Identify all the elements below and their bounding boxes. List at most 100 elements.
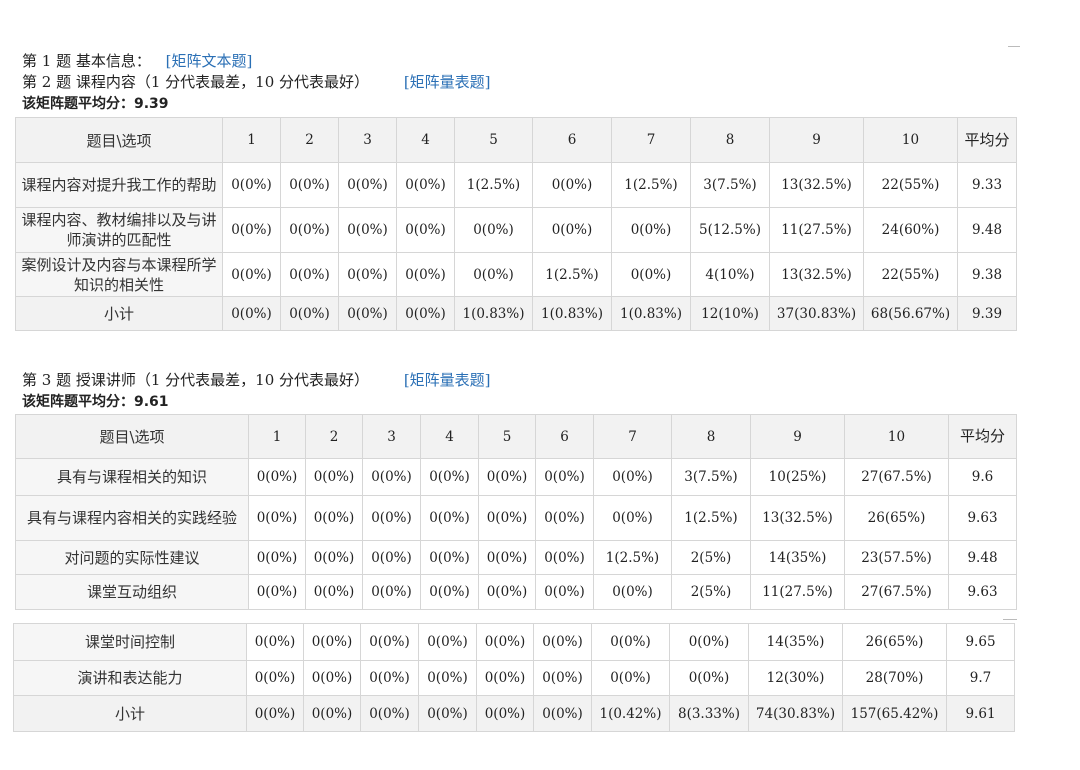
count-percent-cell: 0(0%) [593, 458, 672, 496]
count-percent-cell: 13(32.5%) [750, 495, 845, 541]
count-percent-cell: 22(55%) [863, 162, 958, 208]
count-percent-cell: 0(0%) [476, 660, 534, 696]
count-percent-cell: 0(0%) [222, 207, 281, 253]
count-percent-cell: 0(0%) [454, 207, 533, 253]
count-percent-cell: 11(27.5%) [769, 207, 864, 253]
question-2-title: 第 2 题 课程内容（1 分代表最差，10 分代表最好） [矩阵量表题] [22, 73, 491, 91]
row-label-cell: 案例设计及内容与本课程所学知识的相关性 [15, 252, 223, 297]
count-percent-cell: 22(55%) [863, 252, 958, 297]
count-percent-cell: 1(0.83%) [454, 296, 533, 331]
question-3-matrix-table: 题目\选项 1 2 3 4 5 6 7 8 9 10 平均分 具有与课程相关的知识 0(0%) 0(0%) 0… [15, 414, 1017, 610]
table-row: 课堂互动组织 0(0%) 0(0%) 0(0%) 0(0%) 0(0%) 0(0%) 0(0%… [15, 574, 1017, 610]
question-2-text: 第 2 题 课程内容（1 分代表最差，10 分代表最好） [22, 73, 370, 91]
header-option-cell: 9 [769, 117, 864, 163]
count-percent-cell: 0(0%) [248, 495, 306, 541]
count-percent-cell: 0(0%) [222, 296, 281, 331]
count-percent-cell: 0(0%) [478, 574, 536, 610]
header-option-cell: 4 [396, 117, 455, 163]
count-percent-cell: 0(0%) [454, 252, 533, 297]
header-option-cell: 2 [280, 117, 339, 163]
count-percent-cell: 0(0%) [533, 695, 592, 732]
question-1-type-link[interactable]: [矩阵文本题] [165, 52, 253, 70]
count-percent-cell: 0(0%) [396, 162, 455, 208]
row-label-cell: 对问题的实际性建议 [15, 540, 249, 575]
header-option-cell: 6 [532, 117, 612, 163]
count-percent-cell: 0(0%) [246, 623, 304, 661]
count-percent-cell: 0(0%) [669, 660, 749, 696]
count-percent-cell: 0(0%) [360, 623, 419, 661]
row-label-cell: 课堂时间控制 [13, 623, 247, 661]
count-percent-cell: 0(0%) [303, 695, 361, 732]
header-option-cell: 8 [671, 414, 751, 459]
header-option-cell: 2 [305, 414, 363, 459]
count-percent-cell: 0(0%) [338, 162, 397, 208]
question-2-average: 该矩阵题平均分：9.39 [22, 96, 169, 112]
row-average-cell: 9.33 [957, 162, 1017, 208]
count-percent-cell: 0(0%) [591, 660, 670, 696]
count-percent-cell: 0(0%) [303, 623, 361, 661]
count-percent-cell: 1(2.5%) [532, 252, 612, 297]
count-percent-cell: 27(67.5%) [844, 574, 949, 610]
count-percent-cell: 8(3.33%) [669, 695, 749, 732]
count-percent-cell: 1(0.83%) [611, 296, 691, 331]
count-percent-cell: 0(0%) [305, 540, 363, 575]
count-percent-cell: 0(0%) [280, 162, 339, 208]
count-percent-cell: 0(0%) [246, 695, 304, 732]
header-option-cell: 3 [338, 117, 397, 163]
count-percent-cell: 0(0%) [222, 252, 281, 297]
count-percent-cell: 10(25%) [750, 458, 845, 496]
page-corner-mark [1008, 46, 1020, 47]
count-percent-cell: 1(0.83%) [532, 296, 612, 331]
count-percent-cell: 3(7.5%) [690, 162, 770, 208]
header-option-cell: 7 [611, 117, 691, 163]
count-percent-cell: 0(0%) [420, 574, 479, 610]
header-option-cell: 5 [478, 414, 536, 459]
count-percent-cell: 0(0%) [280, 207, 339, 253]
row-label-cell: 课堂互动组织 [15, 574, 249, 610]
row-average-cell: 9.38 [957, 252, 1017, 297]
count-percent-cell: 12(30%) [748, 660, 843, 696]
question-3-matrix-table-continued: 课堂时间控制 0(0%) 0(0%) 0(0%) 0(0%) 0(0%) 0(0%) 0(0%… [13, 623, 1015, 732]
table-header-row: 题目\选项 1 2 3 4 5 6 7 8 9 10 平均分 [15, 117, 1017, 163]
header-option-cell: 1 [248, 414, 306, 459]
count-percent-cell: 0(0%) [362, 495, 421, 541]
header-option-cell: 6 [535, 414, 594, 459]
count-percent-cell: 37(30.83%) [769, 296, 864, 331]
count-percent-cell: 0(0%) [420, 495, 479, 541]
count-percent-cell: 0(0%) [305, 574, 363, 610]
count-percent-cell: 0(0%) [248, 540, 306, 575]
question-3-average: 该矩阵题平均分：9.61 [22, 394, 169, 410]
count-percent-cell: 2(5%) [671, 540, 751, 575]
question-2-type-link[interactable]: [矩阵量表题] [403, 73, 491, 91]
count-percent-cell: 0(0%) [533, 623, 592, 661]
count-percent-cell: 157(65.42%) [842, 695, 947, 732]
header-option-cell: 9 [750, 414, 845, 459]
count-percent-cell: 0(0%) [611, 252, 691, 297]
count-percent-cell: 0(0%) [246, 660, 304, 696]
count-percent-cell: 3(7.5%) [671, 458, 751, 496]
row-average-cell: 9.61 [946, 695, 1015, 732]
count-percent-cell: 1(2.5%) [671, 495, 751, 541]
table-row: 课程内容对提升我工作的帮助 0(0%) 0(0%) 0(0%) 0(0%) 1(2.5%)… [15, 162, 1017, 208]
count-percent-cell: 27(67.5%) [844, 458, 949, 496]
count-percent-cell: 0(0%) [535, 495, 594, 541]
count-percent-cell: 0(0%) [222, 162, 281, 208]
row-average-cell: 9.63 [948, 574, 1017, 610]
question-3-text: 第 3 题 授课讲师（1 分代表最差，10 分代表最好） [22, 371, 370, 389]
header-option-cell: 7 [593, 414, 672, 459]
count-percent-cell: 14(35%) [750, 540, 845, 575]
question-1-title: 第 1 题 基本信息： [矩阵文本题] [22, 52, 252, 70]
table-row: 课程内容、教材编排以及与讲师演讲的匹配性 0(0%) 0(0%) 0(0%) 0(0%)… [15, 207, 1017, 253]
question-2-matrix-table: 题目\选项 1 2 3 4 5 6 7 8 9 10 平均分 课程内容对提升我工作的帮助 0(0%) 0(0… [15, 117, 1017, 331]
count-percent-cell: 12(10%) [690, 296, 770, 331]
count-percent-cell: 0(0%) [669, 623, 749, 661]
row-average-cell: 9.65 [946, 623, 1015, 661]
header-option-cell: 5 [454, 117, 533, 163]
header-label-cell: 题目\选项 [15, 117, 223, 163]
count-percent-cell: 0(0%) [362, 540, 421, 575]
question-3-type-link[interactable]: [矩阵量表题] [403, 371, 491, 389]
header-average-cell: 平均分 [948, 414, 1017, 459]
row-label-cell: 小计 [15, 296, 223, 331]
row-label-cell: 课程内容对提升我工作的帮助 [15, 162, 223, 208]
row-average-cell: 9.6 [948, 458, 1017, 496]
